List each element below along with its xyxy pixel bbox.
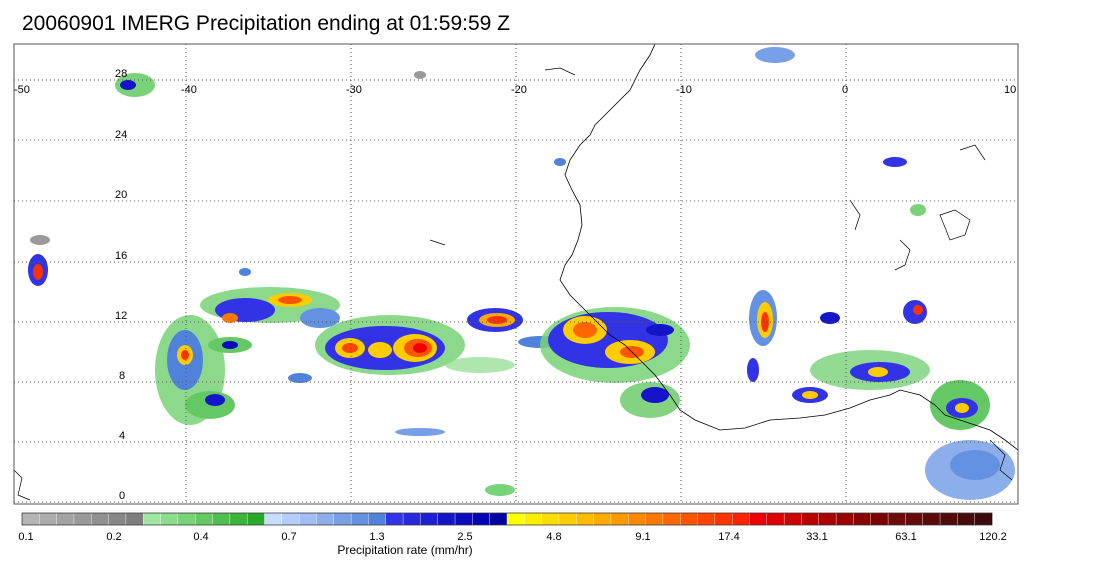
colorbar-swatch (610, 512, 629, 526)
colorbar-swatch (454, 512, 473, 526)
colorbar-swatch (73, 512, 92, 526)
colorbar-swatch (939, 512, 958, 526)
colorbar-swatch (298, 512, 317, 526)
plot-frame (13, 43, 1019, 505)
colorbar-swatch (420, 512, 439, 526)
colorbar-swatch (818, 512, 837, 526)
colorbar-swatch (766, 512, 785, 526)
colorbar-swatch (593, 512, 612, 526)
lat-tick-label: 4 (119, 430, 125, 442)
colorbar-swatch (229, 512, 248, 526)
colorbar-swatch (316, 512, 335, 526)
colorbar-label: 0.1 (18, 531, 33, 543)
colorbar-swatch (922, 512, 941, 526)
colorbar-label: 17.4 (718, 531, 739, 543)
colorbar-swatch (264, 512, 283, 526)
colorbar-swatch (783, 512, 802, 526)
colorbar-swatch (472, 512, 491, 526)
lat-tick-label: 16 (115, 250, 127, 262)
lon-tick-label: -50 (14, 84, 30, 96)
grid (14, 44, 1018, 504)
colorbar-swatch (576, 512, 595, 526)
lat-tick-label: 20 (115, 189, 127, 201)
colorbar-label: 0.2 (106, 531, 121, 543)
colorbar-swatch (887, 512, 906, 526)
colorbar-swatch (835, 512, 854, 526)
colorbar-swatch (541, 512, 560, 526)
colorbar-swatch (905, 512, 924, 526)
lon-tick-label: -20 (511, 84, 527, 96)
colorbar-swatch (680, 512, 699, 526)
colorbar-swatch (281, 512, 300, 526)
colorbar-labels: 0.1 0.2 0.4 0.7 1.3 2.5 4.8 9.1 17.4 33.… (18, 531, 1006, 543)
colorbar-frame (21, 512, 993, 526)
colorbar-swatch (91, 512, 110, 526)
colorbar-swatch (368, 512, 387, 526)
lon-tick-label: 10 (1004, 84, 1016, 96)
colorbar-swatch (385, 512, 404, 526)
colorbar-swatch (731, 512, 750, 526)
colorbar-swatch (749, 512, 768, 526)
colorbar-swatch (870, 512, 889, 526)
colorbar-swatch (160, 512, 179, 526)
lon-tick-label: -30 (346, 84, 362, 96)
colorbar-swatch (853, 512, 872, 526)
colorbar-swatch (125, 512, 144, 526)
lon-tick-label: 0 (842, 84, 848, 96)
colorbar-swatch (489, 512, 508, 526)
colorbar-swatch (56, 512, 75, 526)
colorbar-label: 9.1 (635, 531, 650, 543)
colorbar-swatch (628, 512, 647, 526)
colorbar-label: 0.7 (281, 531, 296, 543)
colorbar-swatch (801, 512, 820, 526)
colorbar-label: 63.1 (895, 531, 916, 543)
colorbar-swatch (558, 512, 577, 526)
lat-tick-label: 12 (115, 310, 127, 322)
colorbar-label: 120.2 (979, 531, 1007, 543)
lon-tick-label: -40 (181, 84, 197, 96)
colorbar-label: 4.8 (546, 531, 561, 543)
colorbar-swatch (350, 512, 369, 526)
inland-water-outlines (14, 67, 1013, 501)
colorbar-label: 0.4 (193, 531, 208, 543)
colorbar-title: Precipitation rate (mm/hr) (337, 543, 472, 557)
colorbar-swatch (177, 512, 196, 526)
lat-tick-labels: 0 4 8 12 16 20 24 28 (115, 68, 127, 502)
coastline (559, 44, 1018, 451)
map-title: 20060901 IMERG Precipitation ending at 0… (22, 12, 510, 35)
colorbar-swatch (437, 512, 456, 526)
colorbar-swatch (714, 512, 733, 526)
colorbar-swatch (697, 512, 716, 526)
colorbar-label: 2.5 (457, 531, 472, 543)
colorbar-swatch (645, 512, 664, 526)
lat-tick-label: 24 (115, 129, 127, 141)
lat-tick-label: 0 (119, 490, 125, 502)
colorbar-label: 33.1 (806, 531, 827, 543)
lon-tick-labels: -50 -40 -30 -20 -10 0 10 (14, 84, 1016, 96)
colorbar-swatch (246, 512, 265, 526)
lat-tick-label: 28 (115, 68, 127, 80)
colorbar-label: 1.3 (369, 531, 384, 543)
colorbar-swatches (21, 512, 993, 526)
lat-tick-label: 8 (119, 370, 125, 382)
colorbar-swatch (195, 512, 214, 526)
colorbar-swatch (506, 512, 525, 526)
colorbar-swatch (524, 512, 543, 526)
colorbar-swatch (39, 512, 58, 526)
colorbar-swatch (333, 512, 352, 526)
colorbar-swatch (974, 512, 993, 526)
precipitation-field (28, 47, 1015, 500)
colorbar-swatch (212, 512, 231, 526)
colorbar-swatch (957, 512, 976, 526)
colorbar-swatch (662, 512, 681, 526)
lon-tick-label: -10 (676, 84, 692, 96)
colorbar-swatch (21, 512, 40, 526)
colorbar-swatch (108, 512, 127, 526)
colorbar-swatch (402, 512, 421, 526)
colorbar-swatch (143, 512, 162, 526)
